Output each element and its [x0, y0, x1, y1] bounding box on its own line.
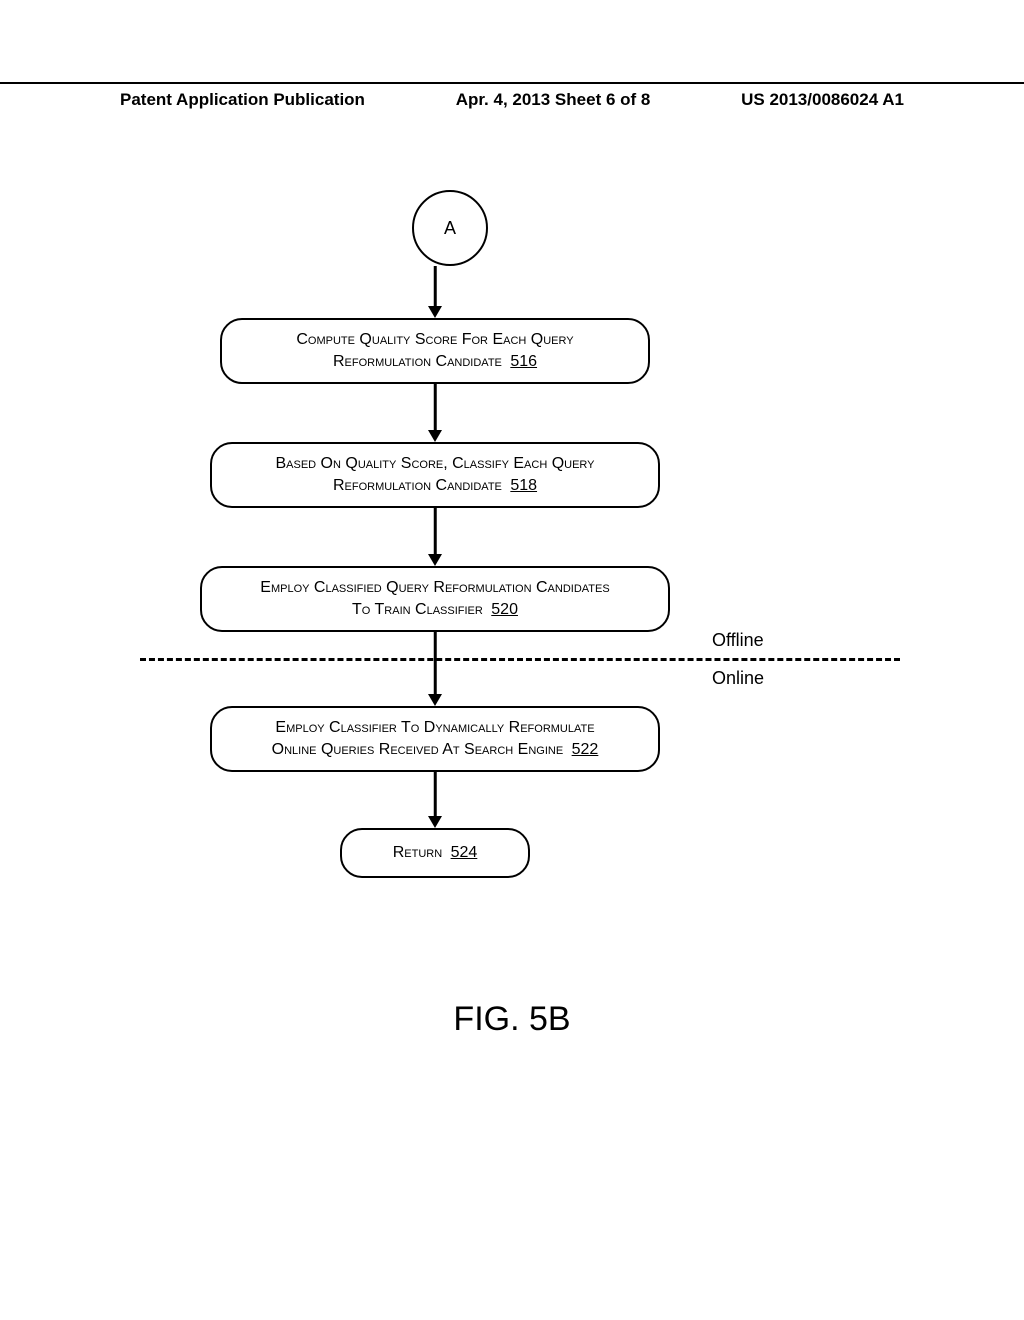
- flowchart-connector-A: A: [412, 190, 488, 266]
- divider-label-offline: Offline: [712, 630, 764, 651]
- flowchart-arrow: [434, 632, 437, 696]
- flowchart-step-516: Compute Quality Score For Each QueryRefo…: [220, 318, 650, 384]
- header-left: Patent Application Publication: [120, 90, 365, 110]
- flowchart-arrowhead: [428, 306, 442, 318]
- flowchart-arrowhead: [428, 694, 442, 706]
- header-right: US 2013/0086024 A1: [741, 90, 904, 110]
- flowchart-step-522: Employ Classifier To Dynamically Reformu…: [210, 706, 660, 772]
- flowchart-arrow: [434, 508, 437, 556]
- flowchart-arrow: [434, 384, 437, 432]
- flowchart-step-520: Employ Classified Query Reformulation Ca…: [200, 566, 670, 632]
- header-center: Apr. 4, 2013 Sheet 6 of 8: [456, 90, 651, 110]
- offline-online-divider: [140, 658, 900, 661]
- flowchart-arrow: [434, 772, 437, 818]
- page: Patent Application Publication Apr. 4, 2…: [0, 0, 1024, 1320]
- figure-label: FIG. 5B: [453, 1000, 570, 1039]
- flowchart-arrowhead: [428, 554, 442, 566]
- divider-label-online: Online: [712, 668, 764, 689]
- flowchart-arrowhead: [428, 430, 442, 442]
- flowchart-arrow: [434, 266, 437, 308]
- flowchart-step-518: Based On Quality Score, Classify Each Qu…: [210, 442, 660, 508]
- flowchart-step-524: Return 524: [340, 828, 530, 878]
- page-header: Patent Application Publication Apr. 4, 2…: [0, 82, 1024, 110]
- flowchart-arrowhead: [428, 816, 442, 828]
- header-row: Patent Application Publication Apr. 4, 2…: [0, 90, 1024, 110]
